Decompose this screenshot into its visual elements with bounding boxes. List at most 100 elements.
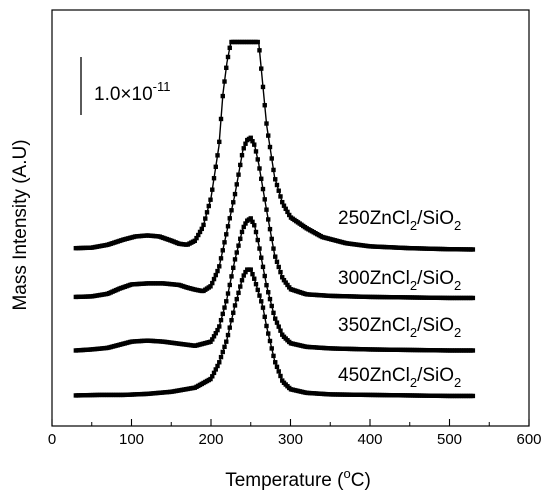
x-tick-label: 0: [48, 431, 56, 448]
series-label-450-sub2: 2: [454, 375, 461, 390]
data-point: [208, 339, 213, 344]
data-point: [210, 337, 215, 342]
data-point: [267, 338, 273, 344]
data-point: [215, 268, 220, 274]
data-point: [269, 303, 274, 309]
data-point: [222, 344, 227, 350]
data-point: [224, 339, 229, 344]
series-label-300-pre: 300ZnCl: [338, 268, 410, 289]
series-label-250-mid: /SiO: [417, 208, 454, 229]
x-axis-ticks: 0 100 200 300 400 500 600: [48, 419, 542, 448]
data-point: [220, 349, 225, 355]
data-point: [218, 116, 224, 122]
data-point: [215, 327, 220, 333]
series-label-450-mid: /SiO: [417, 365, 454, 386]
data-point: [217, 324, 222, 329]
data-point: [197, 229, 203, 235]
data-point: [210, 374, 215, 379]
data-point: [264, 121, 269, 126]
data-point: [257, 293, 262, 298]
data-point: [218, 354, 224, 360]
data-point: [274, 364, 280, 370]
data-point: [222, 240, 227, 245]
series-label-250-pre: 250ZnCl: [338, 208, 410, 229]
data-point: [470, 247, 476, 252]
data-point: [211, 334, 217, 339]
scale-bar: 1.0×10-11: [80, 57, 170, 115]
data-point: [192, 238, 197, 244]
data-point: [215, 153, 220, 158]
data-point: [259, 176, 264, 181]
data-point: [253, 149, 259, 154]
data-point: [285, 282, 290, 288]
data-point: [236, 290, 241, 296]
series-label-350: 350ZnCl2/SiO2: [338, 315, 461, 340]
data-point: [267, 144, 273, 150]
data-point: [222, 305, 227, 310]
data-point: [264, 207, 269, 212]
series-2: [73, 216, 476, 353]
series-label-450-sub1: 2: [410, 375, 417, 390]
data-point: [276, 188, 281, 193]
data-point: [250, 271, 255, 277]
data-point: [278, 328, 283, 333]
data-point: [248, 267, 253, 272]
data-point: [267, 226, 273, 232]
data-point: [218, 256, 224, 261]
data-point: [211, 370, 217, 376]
data-point: [227, 216, 232, 221]
data-point: [238, 236, 243, 241]
series-0: [73, 39, 476, 252]
series-label-250: 250ZnCl2/SiO2: [338, 208, 461, 233]
series-label-350-sub1: 2: [410, 325, 417, 340]
data-point: [215, 363, 220, 369]
series-label-250-sub2: 2: [454, 218, 461, 233]
y-axis-label: Mass Intensity (A.U): [10, 139, 31, 310]
data-point: [278, 373, 283, 379]
data-point: [253, 281, 259, 287]
data-point: [213, 367, 218, 372]
data-point: [248, 135, 253, 140]
data-point: [241, 273, 246, 278]
data-point: [210, 280, 215, 286]
series-1: [73, 135, 476, 301]
data-point: [252, 276, 257, 281]
x-axis-label: Temperature (oC): [225, 466, 371, 491]
data-point: [211, 276, 217, 282]
data-point: [273, 254, 278, 259]
data-point: [231, 200, 236, 205]
data-point: [213, 164, 218, 169]
scale-bar-base: 1.0×10: [94, 84, 153, 105]
data-point: [224, 299, 229, 304]
data-point: [283, 206, 288, 212]
data-point: [239, 278, 245, 283]
data-point: [225, 332, 231, 338]
data-point: [259, 255, 264, 260]
data-point: [231, 265, 236, 270]
series-label-350-sub2: 2: [454, 325, 461, 340]
data-point: [229, 318, 234, 323]
data-point: [278, 269, 283, 275]
data-point: [239, 229, 245, 235]
data-point: [236, 172, 241, 177]
data-point: [224, 232, 229, 237]
data-point: [225, 54, 231, 60]
data-point: [204, 210, 210, 215]
data-point: [470, 295, 476, 301]
series-label-250-sub1: 2: [410, 218, 417, 233]
data-point: [262, 314, 267, 320]
data-point: [281, 277, 287, 283]
data-point: [217, 139, 222, 145]
data-point: [273, 360, 278, 365]
series-label-300: 300ZnCl2/SiO2: [338, 268, 461, 293]
data-point: [250, 139, 255, 144]
data-point: [222, 79, 227, 84]
data-point: [196, 232, 201, 238]
data-point: [274, 320, 280, 325]
data-point: [271, 167, 276, 173]
data-point: [250, 219, 255, 225]
data-point: [243, 141, 248, 146]
data-point: [262, 197, 267, 202]
data-point: [260, 264, 266, 270]
